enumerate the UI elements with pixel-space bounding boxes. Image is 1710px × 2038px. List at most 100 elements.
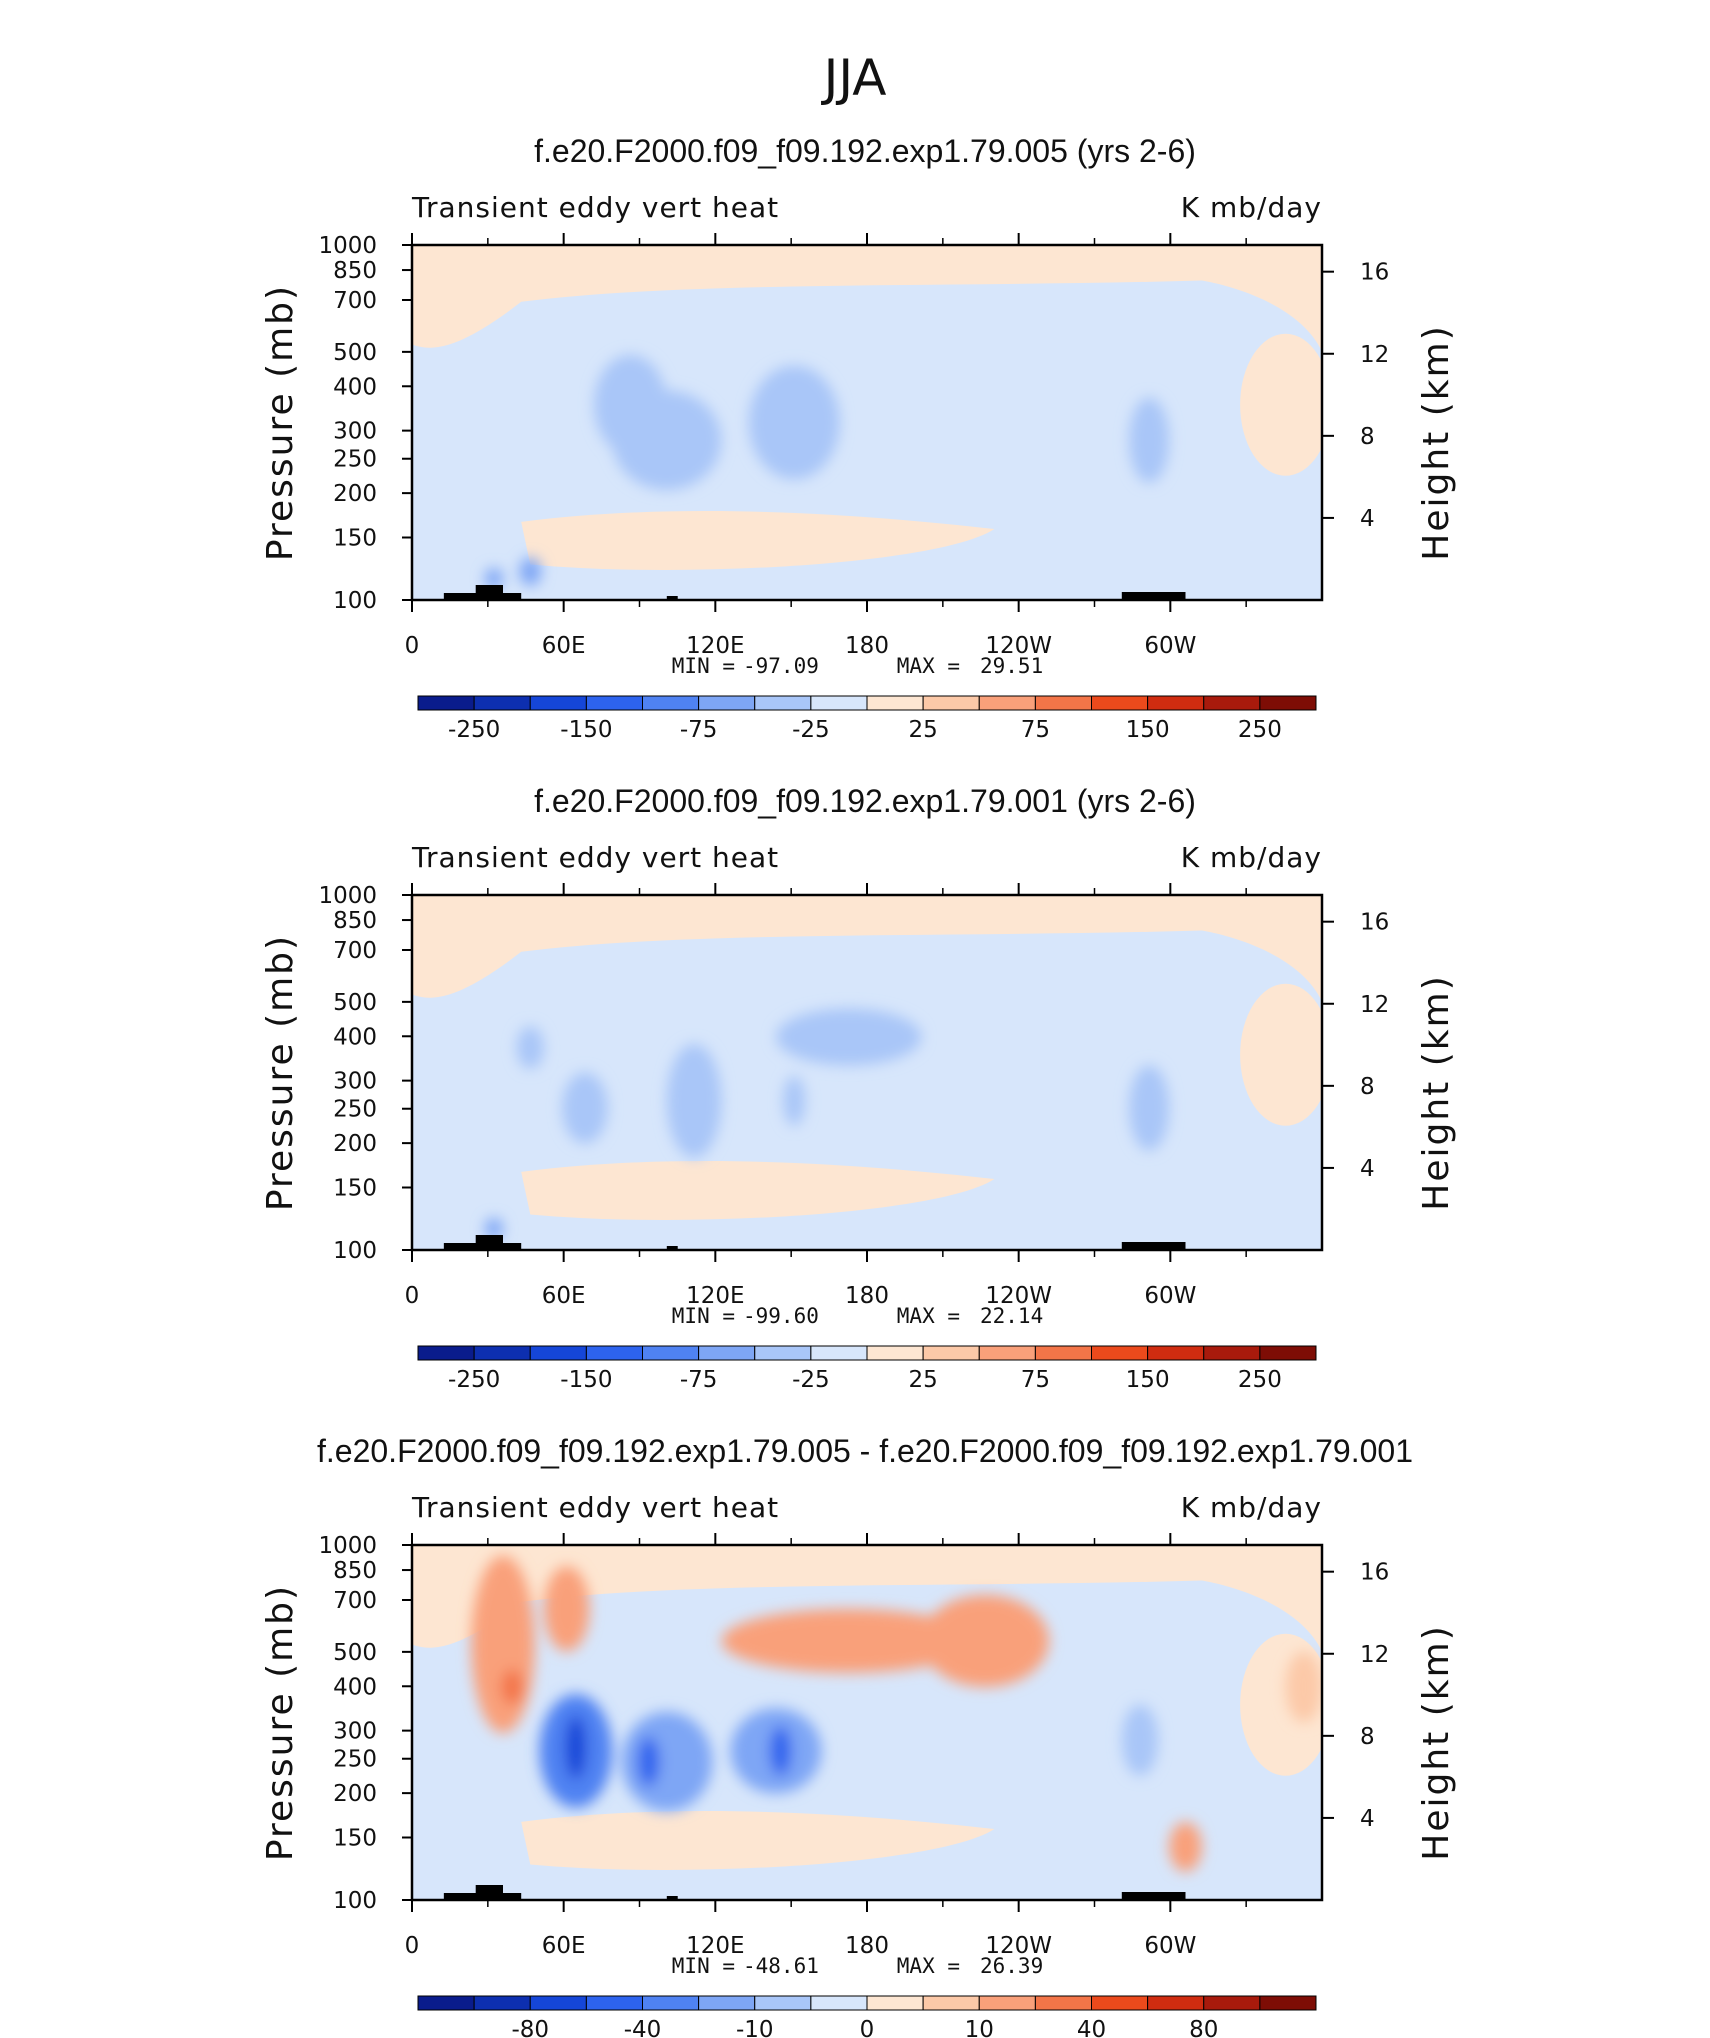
chart-panel-3: f.e20.F2000.f09_f09.192.exp1.79.005 - f.… [260,1433,1457,2038]
y-right-tick-label: 4 [1360,1806,1375,1832]
contour-field [412,895,1322,1250]
y-tick-label: 1000 [318,883,377,909]
chart-title: f.e20.F2000.f09_f09.192.exp1.79.005 (yrs… [534,133,1196,169]
colorbar-swatch [585,695,643,711]
colorbar-swatch [642,1345,700,1361]
colorbar-swatch [1259,695,1317,711]
x-tick-label: 60E [542,1933,586,1959]
contour-blob [783,1076,806,1126]
right-edge-patch [1240,333,1322,476]
colorbar-swatch [922,1995,980,2011]
colorbar-label: -25 [792,717,830,743]
topography [443,1235,522,1250]
max-label: MAX = [897,1954,960,1978]
y-tick-label: 700 [333,288,377,314]
contour-blob [1285,1651,1322,1723]
x-tick-label: 180 [845,1933,889,1959]
colorbar-swatch [1147,695,1205,711]
colorbar-swatch [754,695,812,711]
contour-blob [484,1218,503,1240]
colorbar-swatch [922,1345,980,1361]
variable-label: Transient eddy vert heat [411,841,779,874]
right-edge-patch [1240,983,1322,1126]
colorbar-label: 40 [1077,2017,1106,2038]
colorbar-swatch [642,1995,700,2011]
colorbar-swatch [698,1995,756,2011]
y-tick-label: 700 [333,938,377,964]
colorbar-label: 250 [1238,717,1282,743]
colorbar-label: -250 [448,717,500,743]
x-tick-label: 0 [405,1933,420,1959]
contour-blobs [484,1008,1170,1240]
min-label: MIN = [672,1954,735,1978]
x-tick-label: 120E [686,1933,744,1959]
contour-blob [484,568,503,590]
colorbar-swatch [642,695,700,711]
chart-panel-2: f.e20.F2000.f09_f09.192.exp1.79.001 (yrs… [260,783,1457,1393]
contour-blob [1169,1821,1202,1872]
colorbar-swatch [529,695,587,711]
min-value: -99.60 [743,1304,819,1328]
colorbar-label: 80 [1189,2017,1218,2038]
contour-blob [564,1715,587,1780]
colorbar-label: -25 [792,1367,830,1393]
colorbar-swatch [529,1995,587,2011]
y-tick-label: 300 [333,1069,377,1095]
colorbar-swatch [754,1345,812,1361]
y-tick-label: 200 [333,1131,377,1157]
colorbar-swatch [1091,1995,1149,2011]
y-tick-label: 500 [333,990,377,1016]
y-tick-label: 200 [333,1781,377,1807]
y-right-tick-label: 12 [1360,1642,1389,1668]
y-tick-label: 850 [333,258,377,284]
x-tick-label: 120W [985,1283,1052,1309]
topography [666,1896,678,1900]
y-right-tick-label: 12 [1360,992,1389,1018]
colorbar-label: -40 [624,2017,662,2038]
figure-title: JJA [821,49,887,107]
colorbar: -250 -150 -75 -25 25 75 150 250 [417,695,1317,743]
topography [443,1885,522,1900]
x-tick-label: 120E [686,633,744,659]
colorbar-swatch [1034,1995,1092,2011]
x-tick-label: 60W [1144,1933,1196,1959]
contour-blob [776,1008,922,1066]
variable-label: Transient eddy vert heat [411,1491,779,1524]
colorbar-label: 10 [965,2017,994,2038]
y-tick-label: 250 [333,1097,377,1123]
x-tick-label: 120W [985,633,1052,659]
lower-band [521,1161,995,1220]
colorbar-label: -250 [448,1367,500,1393]
colorbar-swatch [978,1345,1036,1361]
x-tick-label: 60E [542,633,586,659]
colorbar-swatch [1203,1345,1261,1361]
y-tick-label: 150 [333,1175,377,1201]
y-tick-label: 200 [333,481,377,507]
y-tick-label: 300 [333,1719,377,1745]
min-label: MIN = [672,1304,735,1328]
x-tick-label: 60W [1144,633,1196,659]
contour-blobs [484,355,1170,590]
contour-blob [1121,1704,1159,1776]
colorbar-label: 250 [1238,1367,1282,1393]
y-tick-label: 100 [333,1888,377,1914]
y-tick-label: 100 [333,1238,377,1264]
colorbar-label: 75 [1021,717,1050,743]
colorbar-swatch [1147,1345,1205,1361]
contour-blob [637,1736,660,1787]
colorbar-swatch [417,695,475,711]
colorbar-swatch [1091,1345,1149,1361]
chart-panel-1: f.e20.F2000.f09_f09.192.exp1.79.005 (yrs… [260,133,1457,743]
contour-blob [471,1555,535,1734]
colorbar-swatch [473,1345,531,1361]
colorbar-label: 150 [1126,1367,1170,1393]
y-tick-label: 850 [333,1558,377,1584]
colorbar-swatch [417,1995,475,2011]
colorbar-label: 25 [908,717,937,743]
contour-blob [543,1566,590,1652]
y-tick-label: 100 [333,588,377,614]
y-right-tick-label: 16 [1360,260,1389,286]
contour-blob [519,557,542,586]
lower-band [521,511,995,570]
